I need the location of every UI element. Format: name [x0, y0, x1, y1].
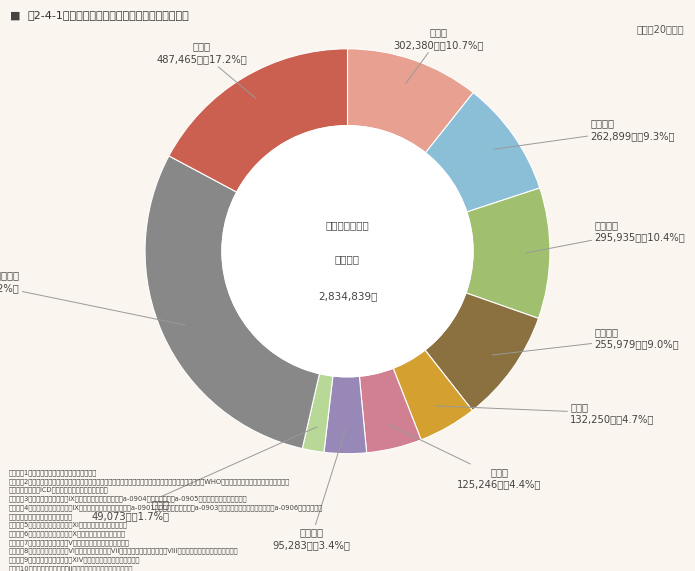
Text: 搬送人員: 搬送人員 [335, 254, 360, 264]
Wedge shape [393, 350, 473, 440]
Text: 心疾患等
262,899人（9.3%）: 心疾患等 262,899人（9.3%） [493, 119, 675, 149]
Text: 精神系
132,250人（4.7%）: 精神系 132,250人（4.7%） [436, 402, 655, 424]
Wedge shape [169, 49, 348, 192]
Text: 急病疾病分類別: 急病疾病分類別 [326, 220, 369, 230]
Text: 泌尿器系
95,283人（3.4%）: 泌尿器系 95,283人（3.4%） [272, 429, 350, 550]
Wedge shape [302, 373, 333, 452]
Wedge shape [324, 376, 367, 454]
Text: 呼吸器系
255,979人（9.0%）: 呼吸器系 255,979人（9.0%） [492, 327, 679, 355]
Text: 新生物
49,073人（1.7%）: 新生物 49,073人（1.7%） [91, 427, 317, 521]
Wedge shape [359, 368, 421, 453]
Text: 脳疾患
302,380人（10.7%）: 脳疾患 302,380人（10.7%） [393, 27, 484, 83]
Wedge shape [348, 49, 473, 153]
Text: 病状・兆候・診断名不明確
828,329人（29.2%）: 病状・兆候・診断名不明確 828,329人（29.2%） [0, 271, 186, 325]
Text: その他
487,465人（17.2%）: その他 487,465人（17.2%） [156, 42, 256, 98]
Text: （備考）1　「救急業務実施状況調」により作成
　　　　2　急病に係る疾病分類とは、急病に係るものについて初診時における医師の診断に基づく傷病名をWHO（世界保健: （備考）1 「救急業務実施状況調」により作成 2 急病に係る疾病分類とは、急病に… [8, 469, 322, 571]
Wedge shape [425, 93, 540, 212]
Text: 消化器系
295,935人（10.4%）: 消化器系 295,935人（10.4%） [525, 220, 685, 253]
Wedge shape [425, 293, 539, 411]
Text: （平成20年中）: （平成20年中） [637, 24, 685, 34]
Wedge shape [466, 188, 550, 319]
Text: ■: ■ [10, 10, 21, 21]
Text: 2,834,839人: 2,834,839人 [318, 291, 377, 301]
Text: 感覚系
125,246人（4.4%）: 感覚系 125,246人（4.4%） [389, 425, 541, 489]
Text: 第2-4-1図　急病に係る疾病分類別搬送人員の状況: 第2-4-1図 急病に係る疾病分類別搬送人員の状況 [28, 10, 190, 21]
Circle shape [222, 126, 473, 377]
Wedge shape [145, 156, 320, 449]
